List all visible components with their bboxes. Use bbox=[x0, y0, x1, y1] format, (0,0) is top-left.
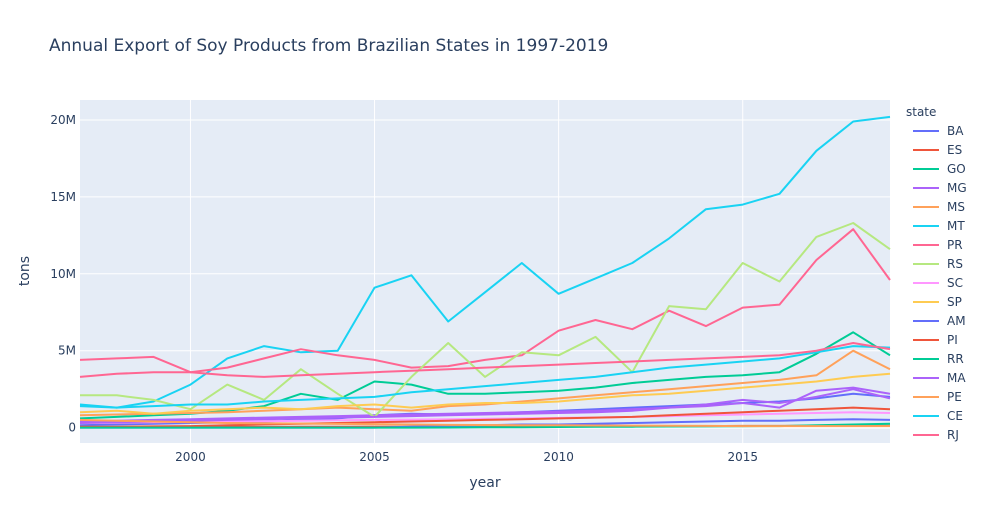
x-tick-label: 2005 bbox=[359, 450, 390, 464]
legend-item-ba[interactable]: BA bbox=[913, 124, 964, 138]
series-line-pe[interactable] bbox=[79, 418, 890, 428]
y-axis-label: tons bbox=[17, 256, 33, 286]
legend-label: PR bbox=[947, 238, 963, 252]
series-line-rj[interactable] bbox=[79, 342, 891, 378]
legend-label: GO bbox=[947, 162, 966, 176]
plot-area bbox=[80, 100, 890, 443]
legend-label: RS bbox=[947, 257, 963, 271]
series-line-rs[interactable] bbox=[80, 222, 891, 418]
y-tick-label: 15M bbox=[50, 190, 76, 204]
series-line-mg[interactable] bbox=[79, 386, 891, 423]
legend-label: MG bbox=[947, 181, 967, 195]
grid-lines bbox=[80, 100, 890, 443]
legend-label: BA bbox=[947, 124, 964, 138]
legend-item-go[interactable]: GO bbox=[913, 162, 966, 176]
y-tick-labels: 0 5M 10M 15M 20M bbox=[50, 113, 76, 435]
legend-item-ce[interactable]: CE bbox=[913, 409, 963, 423]
legend-label: PE bbox=[947, 390, 962, 404]
y-tick-label: 20M bbox=[50, 113, 76, 127]
x-tick-label: 2010 bbox=[543, 450, 574, 464]
legend-item-mg[interactable]: MG bbox=[913, 181, 967, 195]
legend-item-rr[interactable]: RR bbox=[913, 352, 964, 366]
series-line-ms[interactable] bbox=[79, 349, 891, 417]
series-line-sp[interactable] bbox=[79, 372, 891, 415]
legend-label: MT bbox=[947, 219, 965, 233]
series-line-pr[interactable] bbox=[79, 228, 891, 378]
legend-item-ma[interactable]: MA bbox=[913, 371, 966, 385]
legend-title: state bbox=[906, 105, 936, 119]
x-axis-label: year bbox=[469, 475, 500, 491]
legend-item-am[interactable]: AM bbox=[913, 314, 966, 328]
x-tick-labels: 2000 2005 2010 2015 bbox=[175, 450, 758, 464]
legend-item-pr[interactable]: PR bbox=[913, 238, 963, 252]
legend-item-sc[interactable]: SC bbox=[913, 276, 963, 290]
series-line-ce[interactable] bbox=[79, 345, 891, 409]
series-line-pi[interactable] bbox=[79, 406, 891, 428]
legend-item-es[interactable]: ES bbox=[913, 143, 962, 157]
legend-item-ms[interactable]: MS bbox=[913, 200, 965, 214]
series-lines bbox=[79, 115, 891, 429]
legend-label: CE bbox=[947, 409, 963, 423]
legend-item-rj[interactable]: RJ bbox=[913, 428, 959, 442]
y-tick-label: 5M bbox=[58, 344, 76, 358]
y-tick-label: 10M bbox=[50, 267, 76, 281]
legend-label: ES bbox=[947, 143, 962, 157]
legend-item-pe[interactable]: PE bbox=[913, 390, 962, 404]
legend-label: PI bbox=[947, 333, 958, 347]
legend-label: AM bbox=[947, 314, 966, 328]
legend-label: MA bbox=[947, 371, 966, 385]
y-tick-label: 0 bbox=[68, 421, 76, 435]
chart-title: Annual Export of Soy Products from Brazi… bbox=[49, 36, 608, 56]
legend-item-rs[interactable]: RS bbox=[913, 257, 963, 271]
x-tick-label: 2015 bbox=[727, 450, 758, 464]
legend-label: SC bbox=[947, 276, 963, 290]
legend-label: RR bbox=[947, 352, 964, 366]
series-line-sc[interactable] bbox=[79, 411, 891, 424]
legend-items[interactable]: BA ES GO MG MS MT PR RS SC SP AM PI RR MA PE CE RJ bbox=[913, 124, 967, 442]
series-line-ma[interactable] bbox=[79, 388, 891, 424]
legend-item-pi[interactable]: PI bbox=[913, 333, 958, 347]
legend[interactable]: state BA ES GO MG MS MT PR RS SC SP AM PI RR MA PE CE RJ bbox=[906, 105, 967, 442]
legend-label: RJ bbox=[947, 428, 959, 442]
legend-item-mt[interactable]: MT bbox=[913, 219, 965, 233]
legend-label: MS bbox=[947, 200, 965, 214]
series-line-mt[interactable] bbox=[79, 115, 891, 409]
legend-label: SP bbox=[947, 295, 962, 309]
x-tick-label: 2000 bbox=[175, 450, 206, 464]
legend-item-sp[interactable]: SP bbox=[913, 295, 962, 309]
